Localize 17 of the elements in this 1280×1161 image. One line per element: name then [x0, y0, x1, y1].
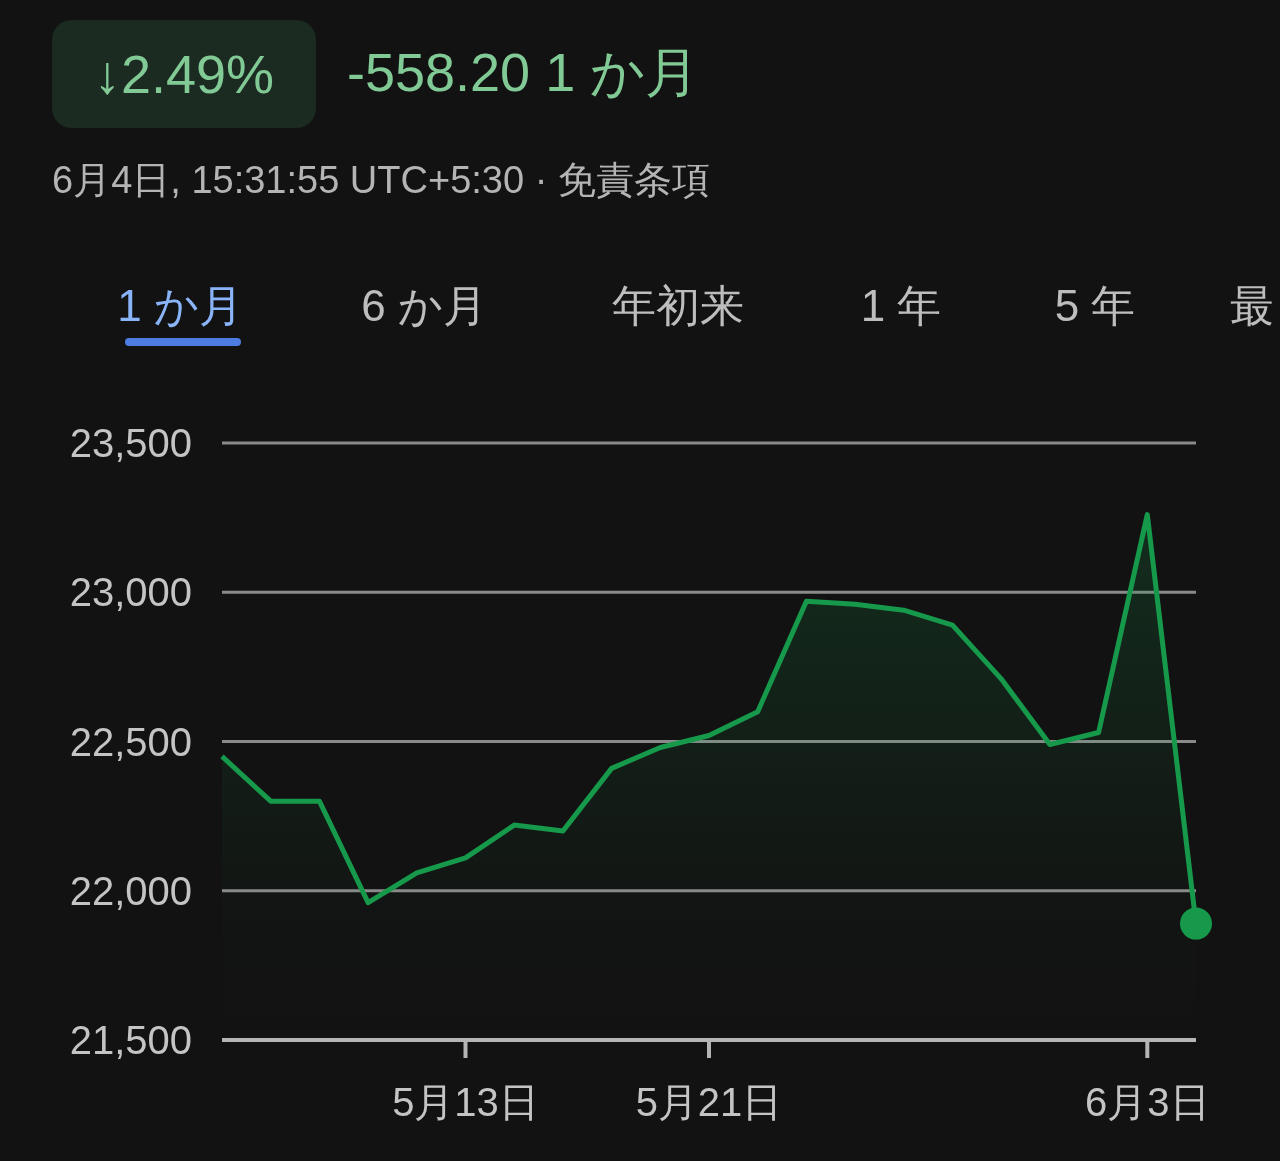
text: 最 — [1230, 279, 1274, 332]
y-tick-label: 22,500 — [69, 719, 192, 764]
chart-title: ↓2.49% — [93, 43, 275, 105]
y-tick-label: 23,000 — [69, 570, 192, 615]
y-tick-label: 21,500 — [69, 1018, 192, 1063]
x-tick-label: 6月3日 — [1085, 1080, 1210, 1124]
x-tick-label: 5月13日 — [392, 1080, 539, 1124]
text: 年初来 — [612, 279, 744, 332]
text: 1 か月 — [117, 279, 243, 332]
y-tick-label: 22,000 — [69, 868, 192, 913]
y-tick-label: 23,500 — [69, 421, 192, 466]
x-tick-label: 5月21日 — [635, 1080, 783, 1124]
text: 1 年 — [860, 279, 942, 332]
text: 5 年 — [1054, 279, 1136, 332]
text: 6月4日, 15:31:55 UTC+5:30 · 免責条項 — [52, 157, 710, 203]
chart-subtitle: -558.20 1 か月 — [347, 40, 700, 104]
text: 6 か月 — [361, 279, 487, 332]
